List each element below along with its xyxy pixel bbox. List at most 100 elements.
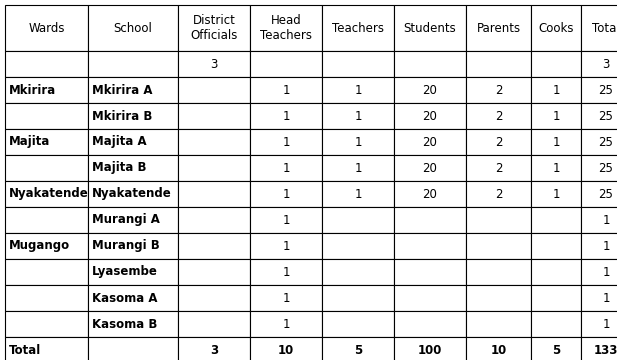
Bar [394,155,466,181]
Bar [5,285,88,311]
Bar [394,311,466,337]
Bar [531,207,581,233]
Bar [466,155,531,181]
Bar [531,5,581,51]
Text: 1: 1 [602,292,610,305]
Text: 25: 25 [598,135,613,148]
Text: 20: 20 [423,162,437,175]
Bar [466,207,531,233]
Bar [250,233,322,259]
Bar [88,51,178,77]
Bar [88,337,178,360]
Bar [394,259,466,285]
Bar [466,337,531,360]
Bar [466,103,531,129]
Text: School: School [114,22,152,35]
Bar [581,259,617,285]
Bar [178,5,250,51]
Bar [5,181,88,207]
Text: 100: 100 [418,343,442,356]
Bar [466,51,531,77]
Bar [581,181,617,207]
Text: 1: 1 [282,135,290,148]
Text: 2: 2 [495,135,502,148]
Bar [250,207,322,233]
Bar [322,5,394,51]
Bar [531,103,581,129]
Text: Students: Students [404,22,457,35]
Bar [178,285,250,311]
Bar [322,285,394,311]
Bar [178,337,250,360]
Text: Mkirira: Mkirira [9,84,56,96]
Bar [322,259,394,285]
Bar [88,233,178,259]
Bar [531,285,581,311]
Text: District
Officials: District Officials [190,14,238,42]
Text: 1: 1 [282,162,290,175]
Bar [322,155,394,181]
Bar [88,77,178,103]
Text: 2: 2 [495,188,502,201]
Bar [531,337,581,360]
Bar [322,207,394,233]
Bar [250,337,322,360]
Bar [394,77,466,103]
Bar [466,181,531,207]
Bar [250,51,322,77]
Bar [88,207,178,233]
Bar [394,51,466,77]
Text: Murangi B: Murangi B [92,239,160,252]
Bar [5,51,88,77]
Bar [5,5,88,51]
Text: Kasoma B: Kasoma B [92,318,157,330]
Text: 1: 1 [602,318,610,330]
Bar [322,77,394,103]
Bar [394,233,466,259]
Text: 1: 1 [282,239,290,252]
Text: Lyasembe: Lyasembe [92,266,158,279]
Bar [88,181,178,207]
Bar [394,129,466,155]
Text: Head
Teachers: Head Teachers [260,14,312,42]
Bar [322,129,394,155]
Bar [250,285,322,311]
Text: Majita A: Majita A [92,135,147,148]
Text: 3: 3 [602,58,610,71]
Bar [88,155,178,181]
Bar [250,311,322,337]
Text: 20: 20 [423,109,437,122]
Bar [581,207,617,233]
Bar [581,103,617,129]
Bar [531,155,581,181]
Text: 1: 1 [282,318,290,330]
Bar [250,77,322,103]
Bar [178,233,250,259]
Bar [178,311,250,337]
Bar [5,207,88,233]
Bar [531,233,581,259]
Text: 1: 1 [602,213,610,226]
Text: 1: 1 [282,84,290,96]
Bar [250,155,322,181]
Bar [178,129,250,155]
Bar [5,155,88,181]
Bar [466,285,531,311]
Text: 1: 1 [354,84,362,96]
Text: 20: 20 [423,188,437,201]
Bar [531,77,581,103]
Text: 20: 20 [423,84,437,96]
Text: 2: 2 [495,162,502,175]
Bar [5,103,88,129]
Text: Majita B: Majita B [92,162,146,175]
Bar [581,311,617,337]
Bar [88,285,178,311]
Text: 25: 25 [598,188,613,201]
Bar [5,129,88,155]
Bar [178,103,250,129]
Bar [322,337,394,360]
Bar [394,5,466,51]
Bar [5,337,88,360]
Bar [250,181,322,207]
Bar [88,103,178,129]
